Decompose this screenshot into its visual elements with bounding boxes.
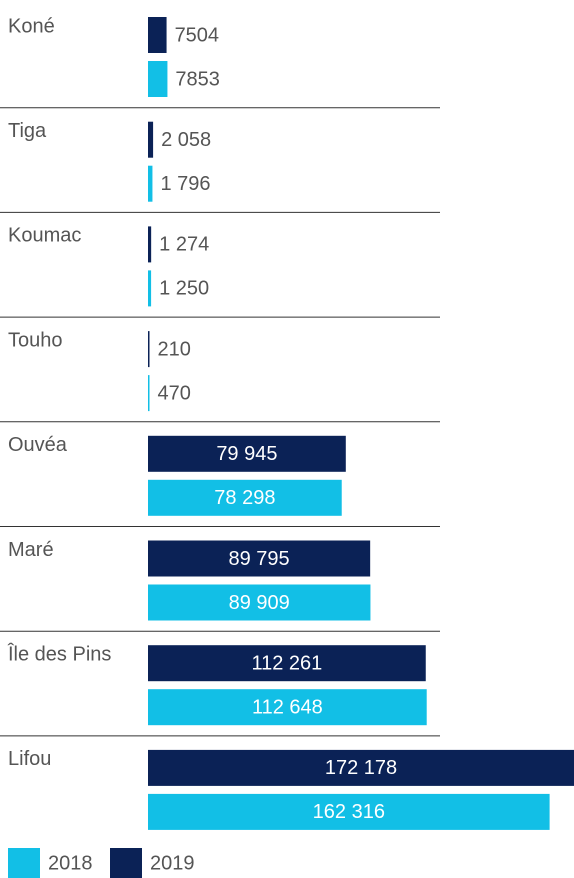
bar	[148, 165, 153, 202]
bar	[148, 121, 154, 158]
bar	[148, 749, 574, 786]
bar	[148, 793, 550, 830]
value-label: 162 316	[313, 801, 385, 823]
bar	[148, 689, 427, 726]
value-label: 1 796	[160, 173, 210, 195]
bar	[148, 375, 150, 412]
legend-swatch	[8, 848, 40, 878]
legend-label: 2019	[150, 852, 195, 874]
category-label: Maré	[8, 539, 54, 561]
value-label: 470	[158, 382, 191, 404]
value-label: 1 274	[159, 234, 209, 256]
bar	[148, 226, 152, 263]
category-label: Touho	[8, 329, 63, 351]
bar	[148, 435, 346, 472]
value-label: 2 058	[161, 129, 211, 151]
value-label: 89 795	[228, 548, 289, 570]
legend-swatch	[110, 848, 142, 878]
value-label: 112 648	[252, 696, 323, 718]
value-label: 89 909	[229, 592, 290, 614]
value-label: 210	[158, 338, 191, 360]
value-label: 172 178	[325, 757, 397, 779]
bar	[148, 61, 168, 97]
bar	[148, 645, 426, 682]
category-label: Koumac	[8, 225, 81, 247]
category-label: Île des Pins	[7, 642, 111, 665]
category-label: Lifou	[8, 748, 51, 770]
value-label: 7853	[175, 68, 220, 90]
value-label: 1 250	[159, 278, 209, 300]
bar	[148, 540, 371, 577]
category-label: Tiga	[8, 120, 47, 142]
category-label: Koné	[8, 15, 55, 37]
bar	[148, 584, 371, 621]
value-label: 112 261	[251, 652, 322, 674]
value-label: 78 298	[214, 487, 275, 509]
bar	[148, 479, 342, 516]
bar	[148, 270, 152, 307]
category-label: Ouvéa	[8, 434, 68, 456]
bar	[148, 331, 150, 368]
value-label: 7504	[175, 24, 220, 46]
value-label: 79 945	[216, 443, 277, 465]
legend-label: 2018	[48, 852, 93, 874]
bar	[148, 17, 167, 53]
